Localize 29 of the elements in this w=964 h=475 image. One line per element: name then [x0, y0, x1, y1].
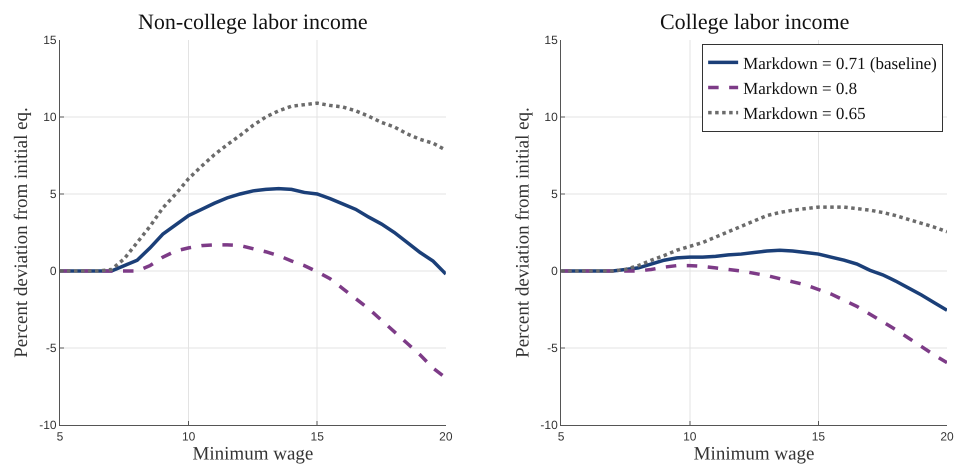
y-tick-label: -5 — [46, 341, 57, 356]
y-tick-label: 0 — [50, 264, 57, 278]
y-tick-label: -10 — [39, 418, 57, 432]
x-tick-label: 20 — [439, 429, 453, 444]
x-tick-label: 20 — [940, 429, 954, 444]
line-series — [561, 205, 947, 273]
y-tick-label: 15 — [544, 33, 558, 48]
legend-label: Markdown = 0.8 — [743, 79, 858, 98]
x-axis-title: Minimum wage — [694, 443, 815, 464]
y-tick-label: 15 — [43, 33, 57, 48]
chart-title: Non-college labor income — [138, 9, 368, 34]
x-tick-label: 10 — [683, 429, 697, 444]
x-tick-label: 15 — [310, 429, 324, 444]
y-tick-label: -5 — [547, 341, 558, 356]
x-tick-label: 15 — [812, 429, 826, 444]
legend-label: Markdown = 0.65 — [743, 104, 866, 124]
y-tick-label: 10 — [544, 110, 558, 124]
chart-title: College labor income — [660, 9, 850, 34]
y-tick-label: 0 — [551, 264, 558, 278]
x-tick-label: 10 — [182, 429, 196, 444]
y-tick-label: -10 — [540, 418, 558, 432]
x-axis-title: Minimum wage — [192, 443, 314, 464]
y-tick-label: 10 — [43, 110, 57, 124]
y-axis-title: Percent deviation from initial eq. — [512, 107, 534, 358]
y-axis-title: Percent deviation from initial eq. — [11, 107, 32, 358]
y-tick-label: 5 — [50, 187, 57, 202]
legend-label: Markdown = 0.71 (baseline) — [743, 54, 937, 74]
y-tick-label: 5 — [551, 187, 558, 202]
line-series — [60, 101, 446, 273]
